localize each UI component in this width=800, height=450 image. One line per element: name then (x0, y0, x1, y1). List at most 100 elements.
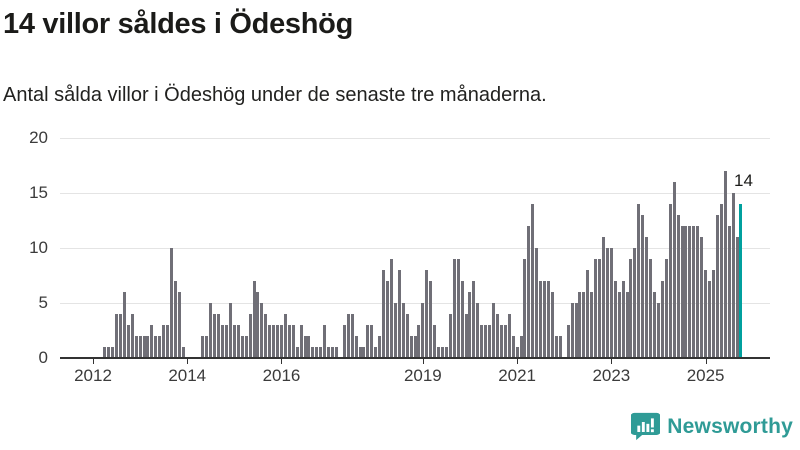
bar (511, 336, 515, 358)
bar (323, 325, 327, 358)
bar (134, 336, 138, 358)
bar (370, 325, 374, 358)
bar (307, 336, 311, 358)
x-tick-label: 2023 (592, 366, 631, 385)
bar (566, 325, 570, 358)
bar (574, 303, 578, 358)
bar (519, 336, 523, 358)
bar (586, 270, 590, 358)
bar (570, 303, 574, 358)
bar (130, 314, 134, 358)
x-tick-label: 2021 (498, 366, 537, 385)
bar (617, 292, 621, 358)
bar (138, 336, 142, 358)
bar (656, 303, 660, 358)
bar (441, 347, 444, 358)
bar (711, 270, 715, 358)
bar (731, 193, 735, 358)
gridline (60, 248, 770, 249)
bar (248, 314, 252, 358)
x-tick-label: 2016 (262, 366, 301, 385)
bar (150, 325, 154, 358)
bar (641, 215, 645, 358)
bar (547, 281, 551, 358)
bar (236, 325, 240, 358)
x-tick-mark (93, 359, 94, 364)
bar (503, 325, 507, 358)
bar (668, 204, 672, 358)
bar (378, 336, 382, 358)
bar (409, 336, 413, 358)
bar (523, 259, 527, 358)
bar-chart: 0 5 10 15 20 2012 2014 2016 2019 2021 2023 2025 14 (29, 128, 770, 385)
bar (334, 347, 338, 358)
bar (480, 325, 484, 358)
bar (660, 281, 664, 358)
bar (256, 292, 260, 358)
bar (605, 248, 609, 358)
bar (268, 325, 272, 358)
x-tick-mark (517, 359, 519, 364)
bar (162, 325, 166, 358)
y-tick-label: 5 (38, 293, 48, 312)
bar (295, 347, 299, 358)
bar (488, 325, 492, 358)
bar (672, 182, 676, 358)
bar (692, 226, 696, 358)
bar (448, 314, 452, 358)
bar (484, 325, 488, 358)
bar (279, 325, 283, 358)
bar (558, 336, 562, 358)
bar (472, 281, 476, 358)
bar (452, 259, 456, 358)
bar (507, 314, 511, 358)
x-tick-mark (611, 359, 613, 364)
bar (727, 226, 731, 358)
bar (118, 314, 122, 358)
bar (625, 292, 629, 358)
bar (362, 347, 366, 358)
bar (417, 325, 421, 358)
bar (393, 303, 397, 358)
bar (421, 303, 425, 358)
bar (531, 204, 535, 358)
bar (680, 226, 684, 358)
bar (158, 336, 162, 358)
x-tick-label: 2019 (403, 366, 442, 385)
bar (389, 259, 393, 358)
bar (468, 292, 472, 358)
y-tick-label: 10 (29, 238, 48, 257)
bar (252, 281, 256, 358)
bar (103, 347, 107, 358)
plot-area (60, 138, 770, 358)
bar (221, 325, 225, 358)
bar (700, 237, 704, 358)
y-tick-label: 15 (29, 183, 48, 202)
bar (126, 325, 130, 358)
gridline (60, 303, 770, 304)
y-tick-label: 0 (38, 348, 48, 367)
bar (209, 303, 213, 358)
bar (723, 171, 727, 358)
bar (154, 336, 158, 358)
bar (382, 270, 386, 358)
bar (201, 336, 205, 358)
bar (684, 226, 688, 358)
bar (346, 314, 350, 358)
bar (283, 314, 287, 358)
bar (173, 281, 177, 358)
bar (535, 248, 539, 358)
bar (708, 281, 712, 358)
x-tick-mark (705, 359, 707, 364)
bar (704, 270, 708, 358)
bar (260, 303, 264, 358)
bar (696, 226, 700, 358)
bar (578, 292, 582, 358)
bar (181, 347, 185, 358)
bar (527, 226, 531, 358)
bar (331, 347, 335, 358)
bar (456, 259, 460, 358)
bar (664, 259, 668, 358)
newsworthy-branding: Newsworthy (630, 412, 793, 442)
bar (582, 292, 586, 358)
